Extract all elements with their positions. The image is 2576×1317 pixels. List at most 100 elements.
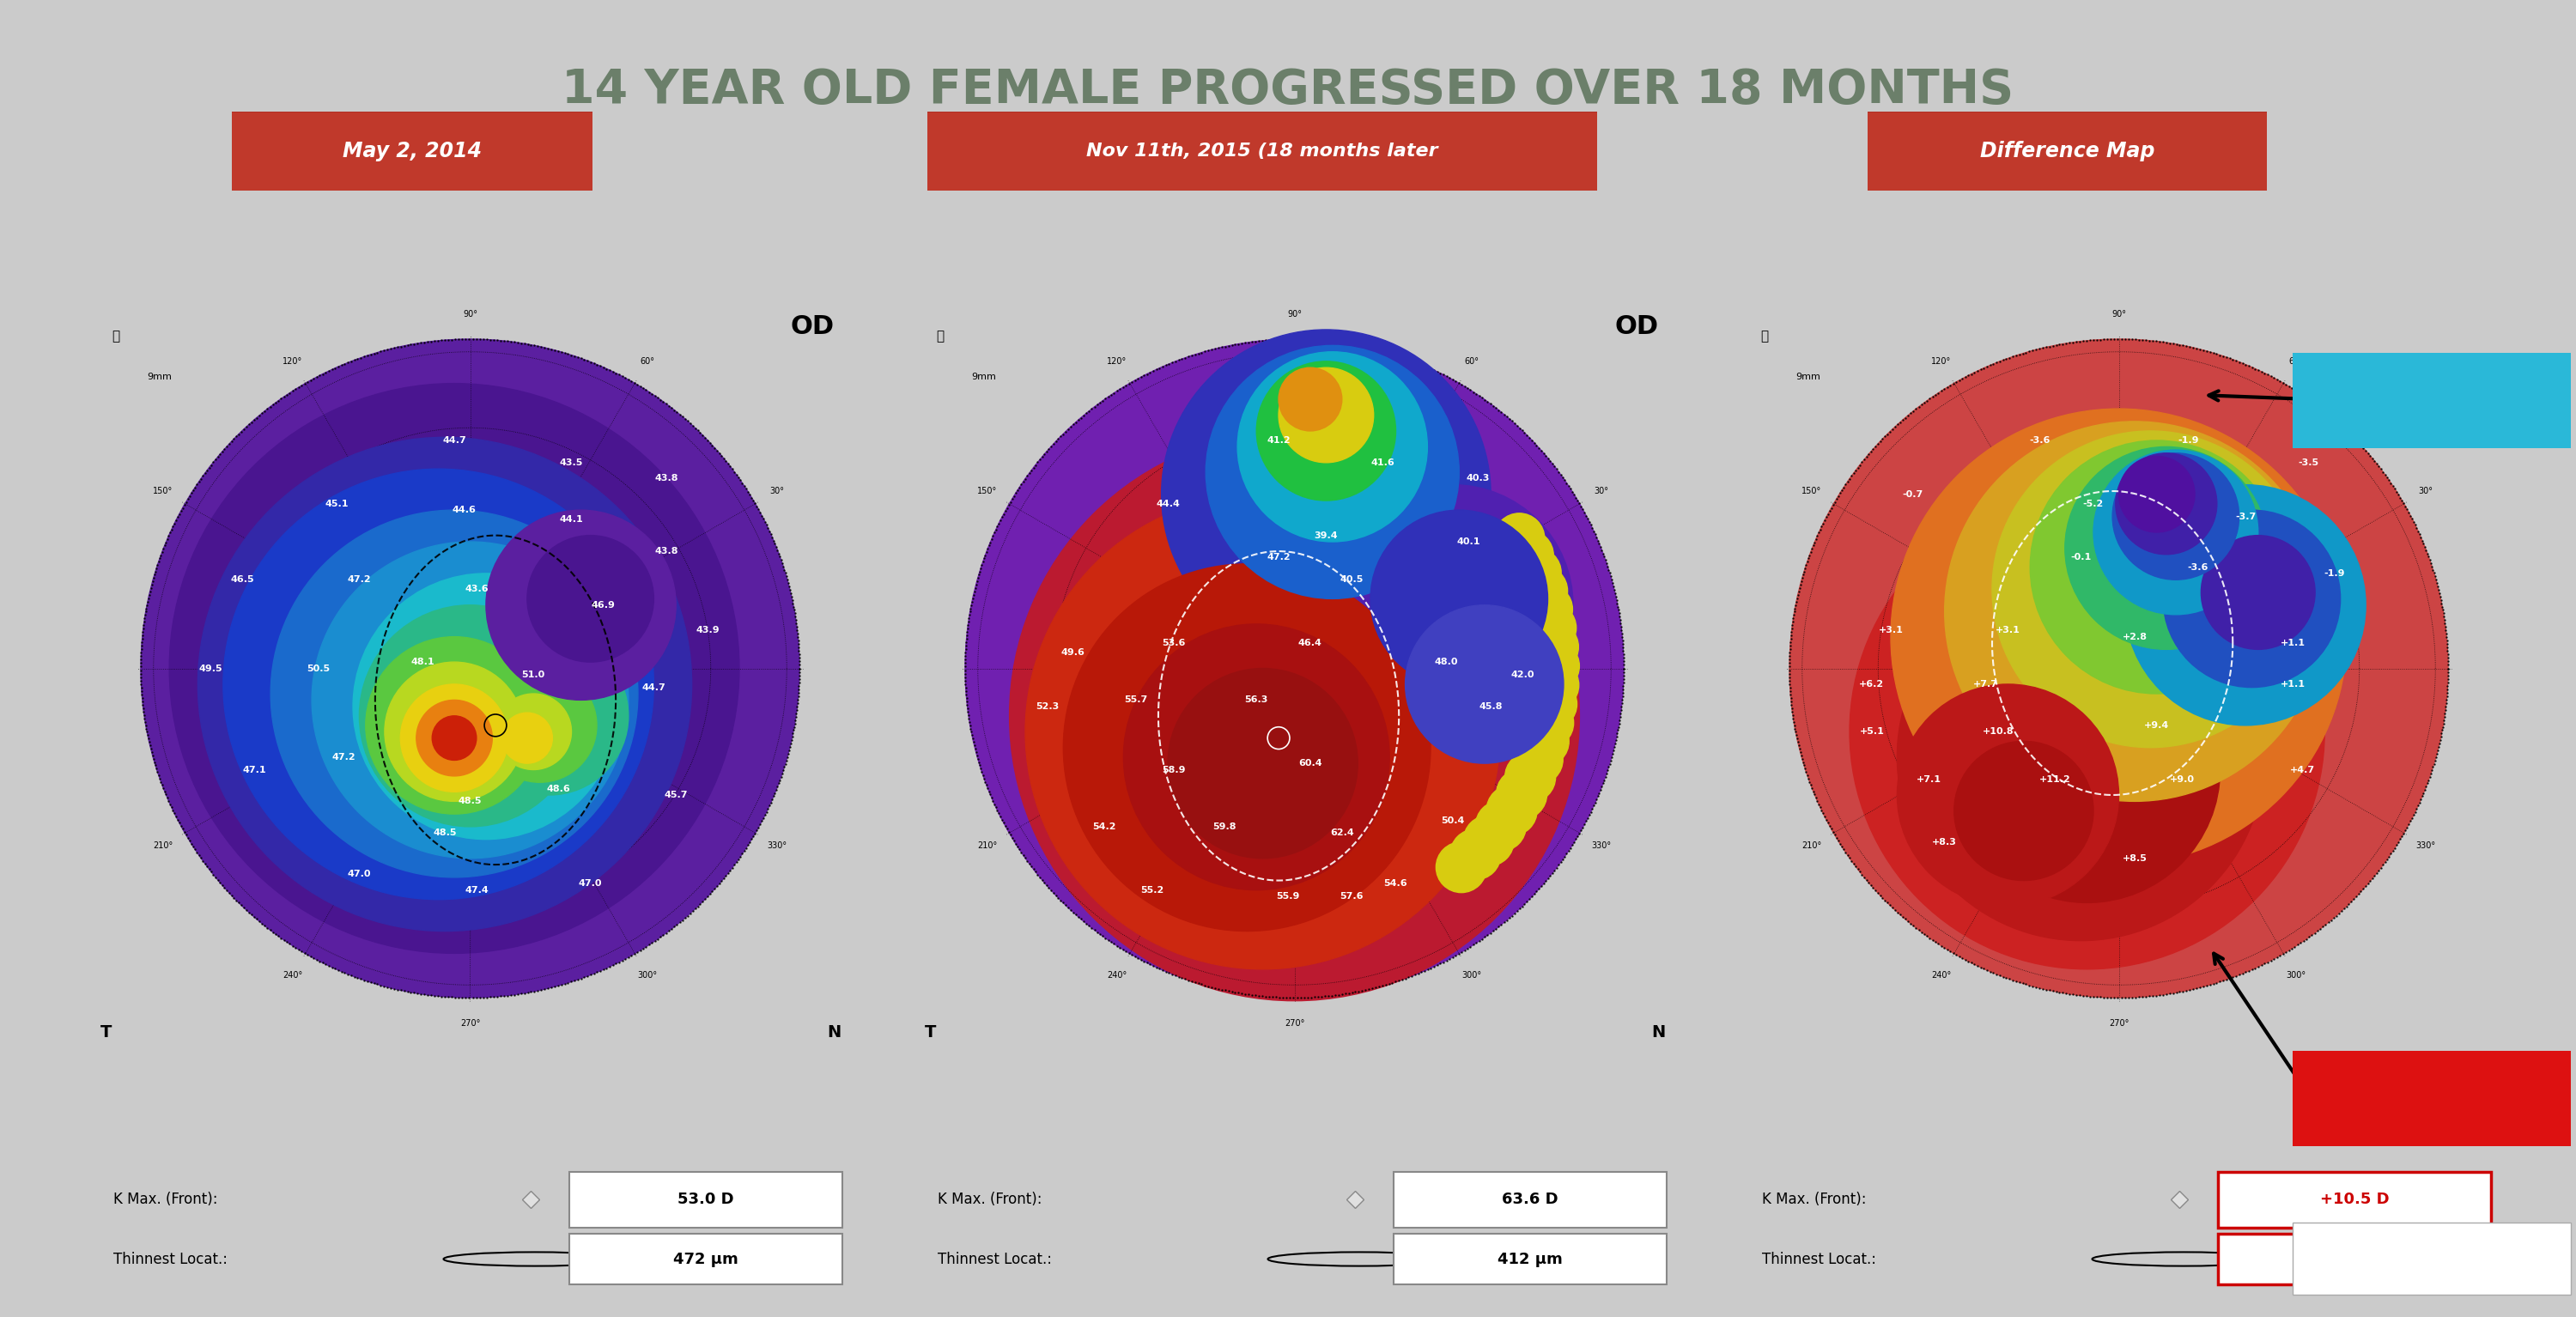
Circle shape — [1945, 421, 2324, 801]
Text: 62.4: 62.4 — [1329, 828, 1355, 838]
Text: 51.0: 51.0 — [523, 670, 546, 680]
Circle shape — [1162, 329, 1492, 658]
FancyBboxPatch shape — [2293, 1222, 2571, 1295]
Text: +7.1: +7.1 — [1917, 774, 1942, 784]
Circle shape — [1206, 345, 1458, 599]
Circle shape — [1064, 564, 1430, 931]
Text: -0.7: -0.7 — [1904, 490, 1924, 499]
Text: 39.4: 39.4 — [1314, 531, 1337, 540]
Circle shape — [1278, 367, 1342, 431]
Circle shape — [353, 573, 618, 839]
Circle shape — [366, 636, 544, 814]
Text: 56.3: 56.3 — [1244, 695, 1267, 705]
Circle shape — [1406, 605, 1564, 764]
Text: OD: OD — [1615, 313, 1659, 338]
Text: 46.4: 46.4 — [1298, 639, 1321, 648]
Circle shape — [1025, 494, 1499, 969]
Text: +9.4: +9.4 — [2143, 722, 2169, 730]
Text: +1.1: +1.1 — [2280, 639, 2306, 648]
Text: 47.4: 47.4 — [464, 886, 489, 894]
Text: 55.9: 55.9 — [1275, 892, 1301, 901]
Circle shape — [1236, 352, 1427, 541]
Circle shape — [1486, 785, 1538, 836]
Circle shape — [1955, 636, 2221, 902]
Text: N: N — [1651, 1025, 1667, 1040]
Text: 44.6: 44.6 — [451, 506, 477, 515]
Text: -3.7: -3.7 — [2236, 512, 2257, 520]
Text: 48.5: 48.5 — [433, 828, 456, 838]
Text: 40.5: 40.5 — [1340, 576, 1363, 583]
Text: 47.0: 47.0 — [348, 869, 371, 878]
Text: +8.3: +8.3 — [1932, 838, 1958, 847]
Circle shape — [1512, 734, 1564, 785]
FancyBboxPatch shape — [569, 1234, 842, 1284]
Circle shape — [358, 605, 582, 827]
Text: 240°: 240° — [1932, 971, 1953, 980]
Text: Thinnest Locat.:: Thinnest Locat.: — [938, 1251, 1051, 1267]
FancyBboxPatch shape — [569, 1172, 842, 1227]
Text: 47.0: 47.0 — [580, 880, 603, 888]
Text: 90°: 90° — [1288, 309, 1301, 319]
Circle shape — [384, 662, 523, 801]
Text: +5.1: +5.1 — [1860, 727, 1883, 736]
Text: 45.8: 45.8 — [1479, 702, 1502, 711]
Circle shape — [1332, 485, 1574, 726]
Circle shape — [1790, 340, 2447, 998]
Text: 44.7: 44.7 — [443, 436, 466, 445]
Text: 58.9: 58.9 — [1162, 765, 1185, 774]
FancyBboxPatch shape — [224, 111, 600, 192]
Text: 44.1: 44.1 — [559, 515, 582, 524]
Circle shape — [1896, 685, 2117, 906]
Text: 90°: 90° — [2112, 309, 2125, 319]
Text: 55.2: 55.2 — [1141, 886, 1164, 894]
Text: 54.6: 54.6 — [1383, 880, 1406, 888]
Text: 45.7: 45.7 — [665, 790, 688, 799]
Text: 48.5: 48.5 — [459, 797, 482, 806]
Text: 54.2: 54.2 — [1092, 822, 1115, 831]
Circle shape — [312, 541, 629, 859]
Text: 53.6: 53.6 — [1162, 639, 1185, 648]
FancyBboxPatch shape — [1394, 1172, 1667, 1227]
Text: 41.2: 41.2 — [1267, 436, 1291, 445]
Text: 9mm: 9mm — [1795, 373, 1821, 382]
Text: 43.8: 43.8 — [654, 547, 677, 556]
Text: 240°: 240° — [283, 971, 304, 980]
Circle shape — [1891, 408, 2347, 865]
Text: 30°: 30° — [770, 487, 786, 495]
Text: 47.2: 47.2 — [348, 576, 371, 583]
Text: 43.9: 43.9 — [696, 626, 719, 635]
Text: 120°: 120° — [1108, 357, 1128, 366]
Circle shape — [1510, 548, 1561, 598]
Circle shape — [1494, 514, 1546, 564]
Text: 42.0: 42.0 — [1510, 670, 1535, 680]
Circle shape — [433, 716, 477, 760]
Text: 48.6: 48.6 — [546, 785, 572, 793]
Circle shape — [2112, 453, 2239, 579]
FancyBboxPatch shape — [914, 111, 1610, 192]
Text: 46.5: 46.5 — [229, 576, 255, 583]
Text: 49.5: 49.5 — [198, 664, 222, 673]
Text: 240°: 240° — [1108, 971, 1128, 980]
Text: William Trattler, MD: William Trattler, MD — [2367, 1252, 2496, 1264]
Text: 30°: 30° — [1595, 487, 1610, 495]
Circle shape — [1476, 801, 1525, 851]
Text: 14 YEAR OLD FEMALE PROGRESSED OVER 18 MONTHS: 14 YEAR OLD FEMALE PROGRESSED OVER 18 MO… — [562, 67, 2014, 113]
Text: 9mm: 9mm — [147, 373, 173, 382]
Circle shape — [270, 510, 639, 877]
Circle shape — [1497, 769, 1548, 819]
Circle shape — [2125, 485, 2365, 726]
Text: Difference Map: Difference Map — [1981, 141, 2154, 162]
Text: 40.1: 40.1 — [1458, 537, 1481, 547]
Text: May 2, 2014: May 2, 2014 — [343, 141, 482, 162]
Circle shape — [495, 694, 572, 769]
Circle shape — [417, 701, 492, 776]
Text: +2.8: +2.8 — [2123, 632, 2146, 641]
Circle shape — [1528, 622, 1579, 672]
Text: 50.4: 50.4 — [1440, 817, 1466, 824]
Text: N: N — [827, 1025, 842, 1040]
Circle shape — [2030, 440, 2282, 694]
Text: 210°: 210° — [1801, 842, 1821, 849]
Text: 47.2: 47.2 — [1267, 553, 1291, 562]
Circle shape — [1010, 431, 1579, 1001]
Text: 9mm: 9mm — [971, 373, 997, 382]
